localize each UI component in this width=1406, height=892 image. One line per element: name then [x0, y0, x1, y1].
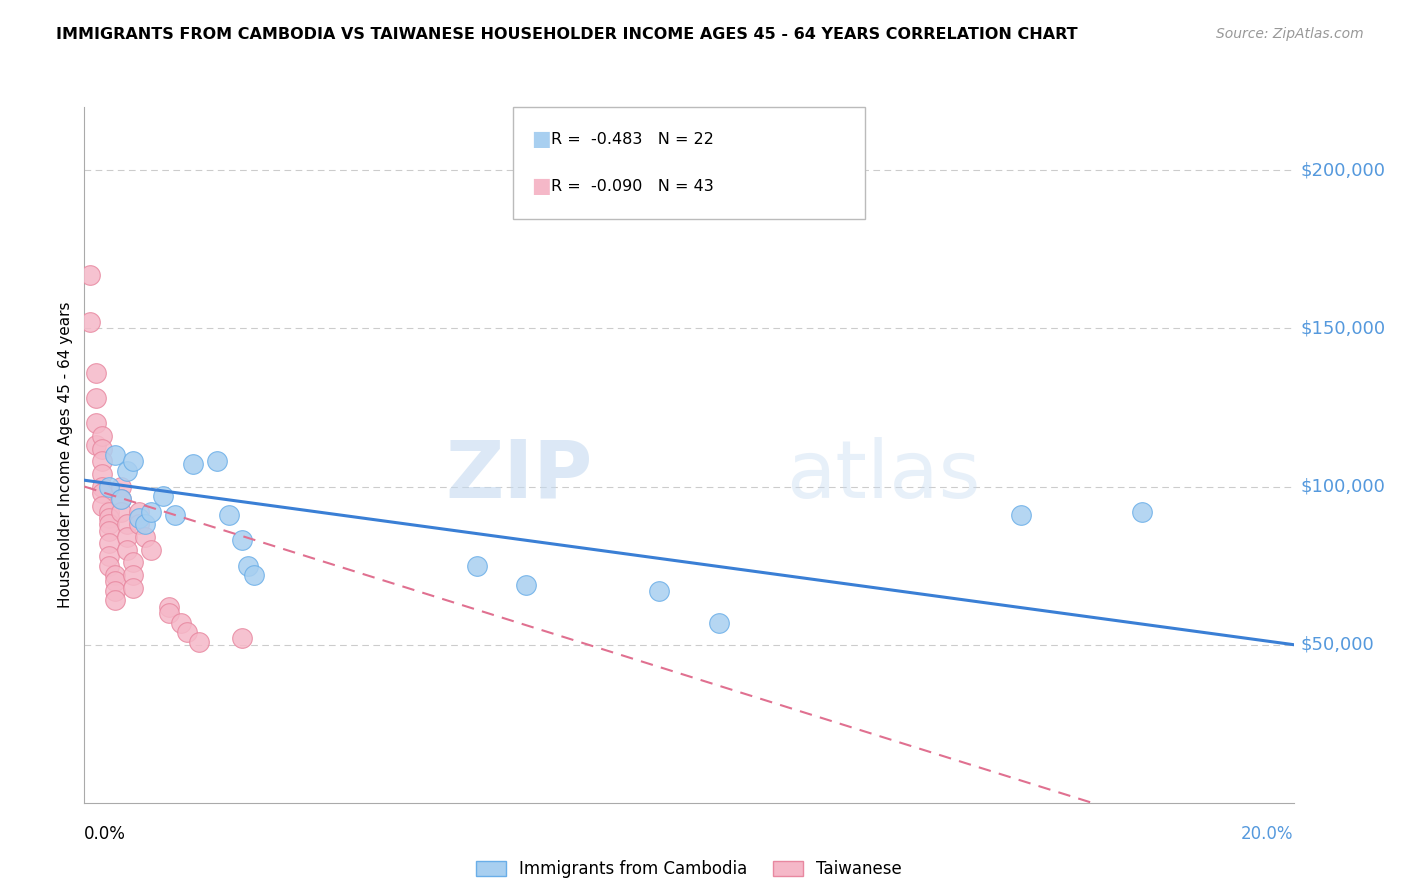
Point [128, 517, 150, 532]
Point [115, 464, 138, 478]
Point [170, 615, 193, 630]
Point [86, 417, 108, 431]
Point [91, 442, 114, 456]
Text: Source: ZipAtlas.com: Source: ZipAtlas.com [1216, 27, 1364, 41]
Point [709, 615, 731, 630]
Point [91, 429, 114, 443]
Legend: Immigrants from Cambodia, Taiwanese: Immigrants from Cambodia, Taiwanese [470, 854, 908, 885]
Point [207, 454, 229, 468]
Point [231, 533, 253, 548]
Point [128, 505, 150, 519]
Point [86, 366, 108, 380]
Point [115, 542, 138, 557]
Text: ZIP: ZIP [444, 437, 592, 515]
Point [91, 479, 114, 493]
Point [97, 511, 120, 525]
Point [157, 599, 180, 614]
Text: ■: ■ [531, 129, 551, 149]
Point [1130, 505, 1153, 519]
Text: $50,000: $50,000 [1301, 636, 1374, 654]
Point [91, 467, 114, 481]
Point [157, 606, 180, 620]
Point [121, 568, 143, 582]
Point [97, 479, 120, 493]
Point [231, 632, 253, 646]
Point [134, 517, 156, 532]
Point [97, 536, 120, 550]
Point [121, 581, 143, 595]
Point [181, 458, 204, 472]
Text: ■: ■ [531, 177, 551, 196]
Point [86, 391, 108, 405]
Point [86, 438, 108, 452]
Y-axis label: Householder Income Ages 45 - 64 years: Householder Income Ages 45 - 64 years [58, 301, 73, 608]
Point [163, 508, 186, 522]
Point [97, 505, 120, 519]
Point [104, 448, 127, 462]
Point [104, 583, 127, 598]
Point [110, 479, 132, 493]
Point [152, 489, 174, 503]
Point [139, 542, 162, 557]
Point [104, 574, 127, 589]
Point [115, 517, 138, 532]
Point [104, 593, 127, 607]
Text: R =  -0.090   N = 43: R = -0.090 N = 43 [551, 179, 714, 194]
Point [128, 511, 150, 525]
Point [97, 517, 120, 532]
Point [104, 568, 127, 582]
Point [647, 583, 671, 598]
Text: 0.0%: 0.0% [84, 825, 127, 843]
Point [218, 508, 240, 522]
Text: R =  -0.483   N = 22: R = -0.483 N = 22 [551, 132, 714, 146]
Point [97, 524, 120, 538]
Point [236, 558, 259, 573]
Point [121, 556, 143, 570]
Point [242, 568, 264, 582]
Point [139, 505, 162, 519]
Point [1010, 508, 1032, 522]
Point [467, 558, 489, 573]
Point [188, 634, 211, 648]
Point [110, 492, 132, 507]
Text: $150,000: $150,000 [1301, 319, 1386, 337]
Point [115, 530, 138, 544]
Point [121, 454, 143, 468]
Text: 20.0%: 20.0% [1241, 825, 1294, 843]
Point [134, 530, 156, 544]
Point [110, 505, 132, 519]
Point [97, 549, 120, 563]
Text: $100,000: $100,000 [1301, 477, 1385, 496]
Point [515, 577, 537, 591]
Point [91, 499, 114, 513]
Point [79, 268, 101, 282]
Point [91, 486, 114, 500]
Point [97, 558, 120, 573]
Point [110, 492, 132, 507]
Text: $200,000: $200,000 [1301, 161, 1385, 179]
Point [79, 315, 101, 329]
Text: atlas: atlas [786, 437, 980, 515]
Text: IMMIGRANTS FROM CAMBODIA VS TAIWANESE HOUSEHOLDER INCOME AGES 45 - 64 YEARS CORR: IMMIGRANTS FROM CAMBODIA VS TAIWANESE HO… [56, 27, 1078, 42]
Point [176, 625, 198, 640]
Point [91, 454, 114, 468]
